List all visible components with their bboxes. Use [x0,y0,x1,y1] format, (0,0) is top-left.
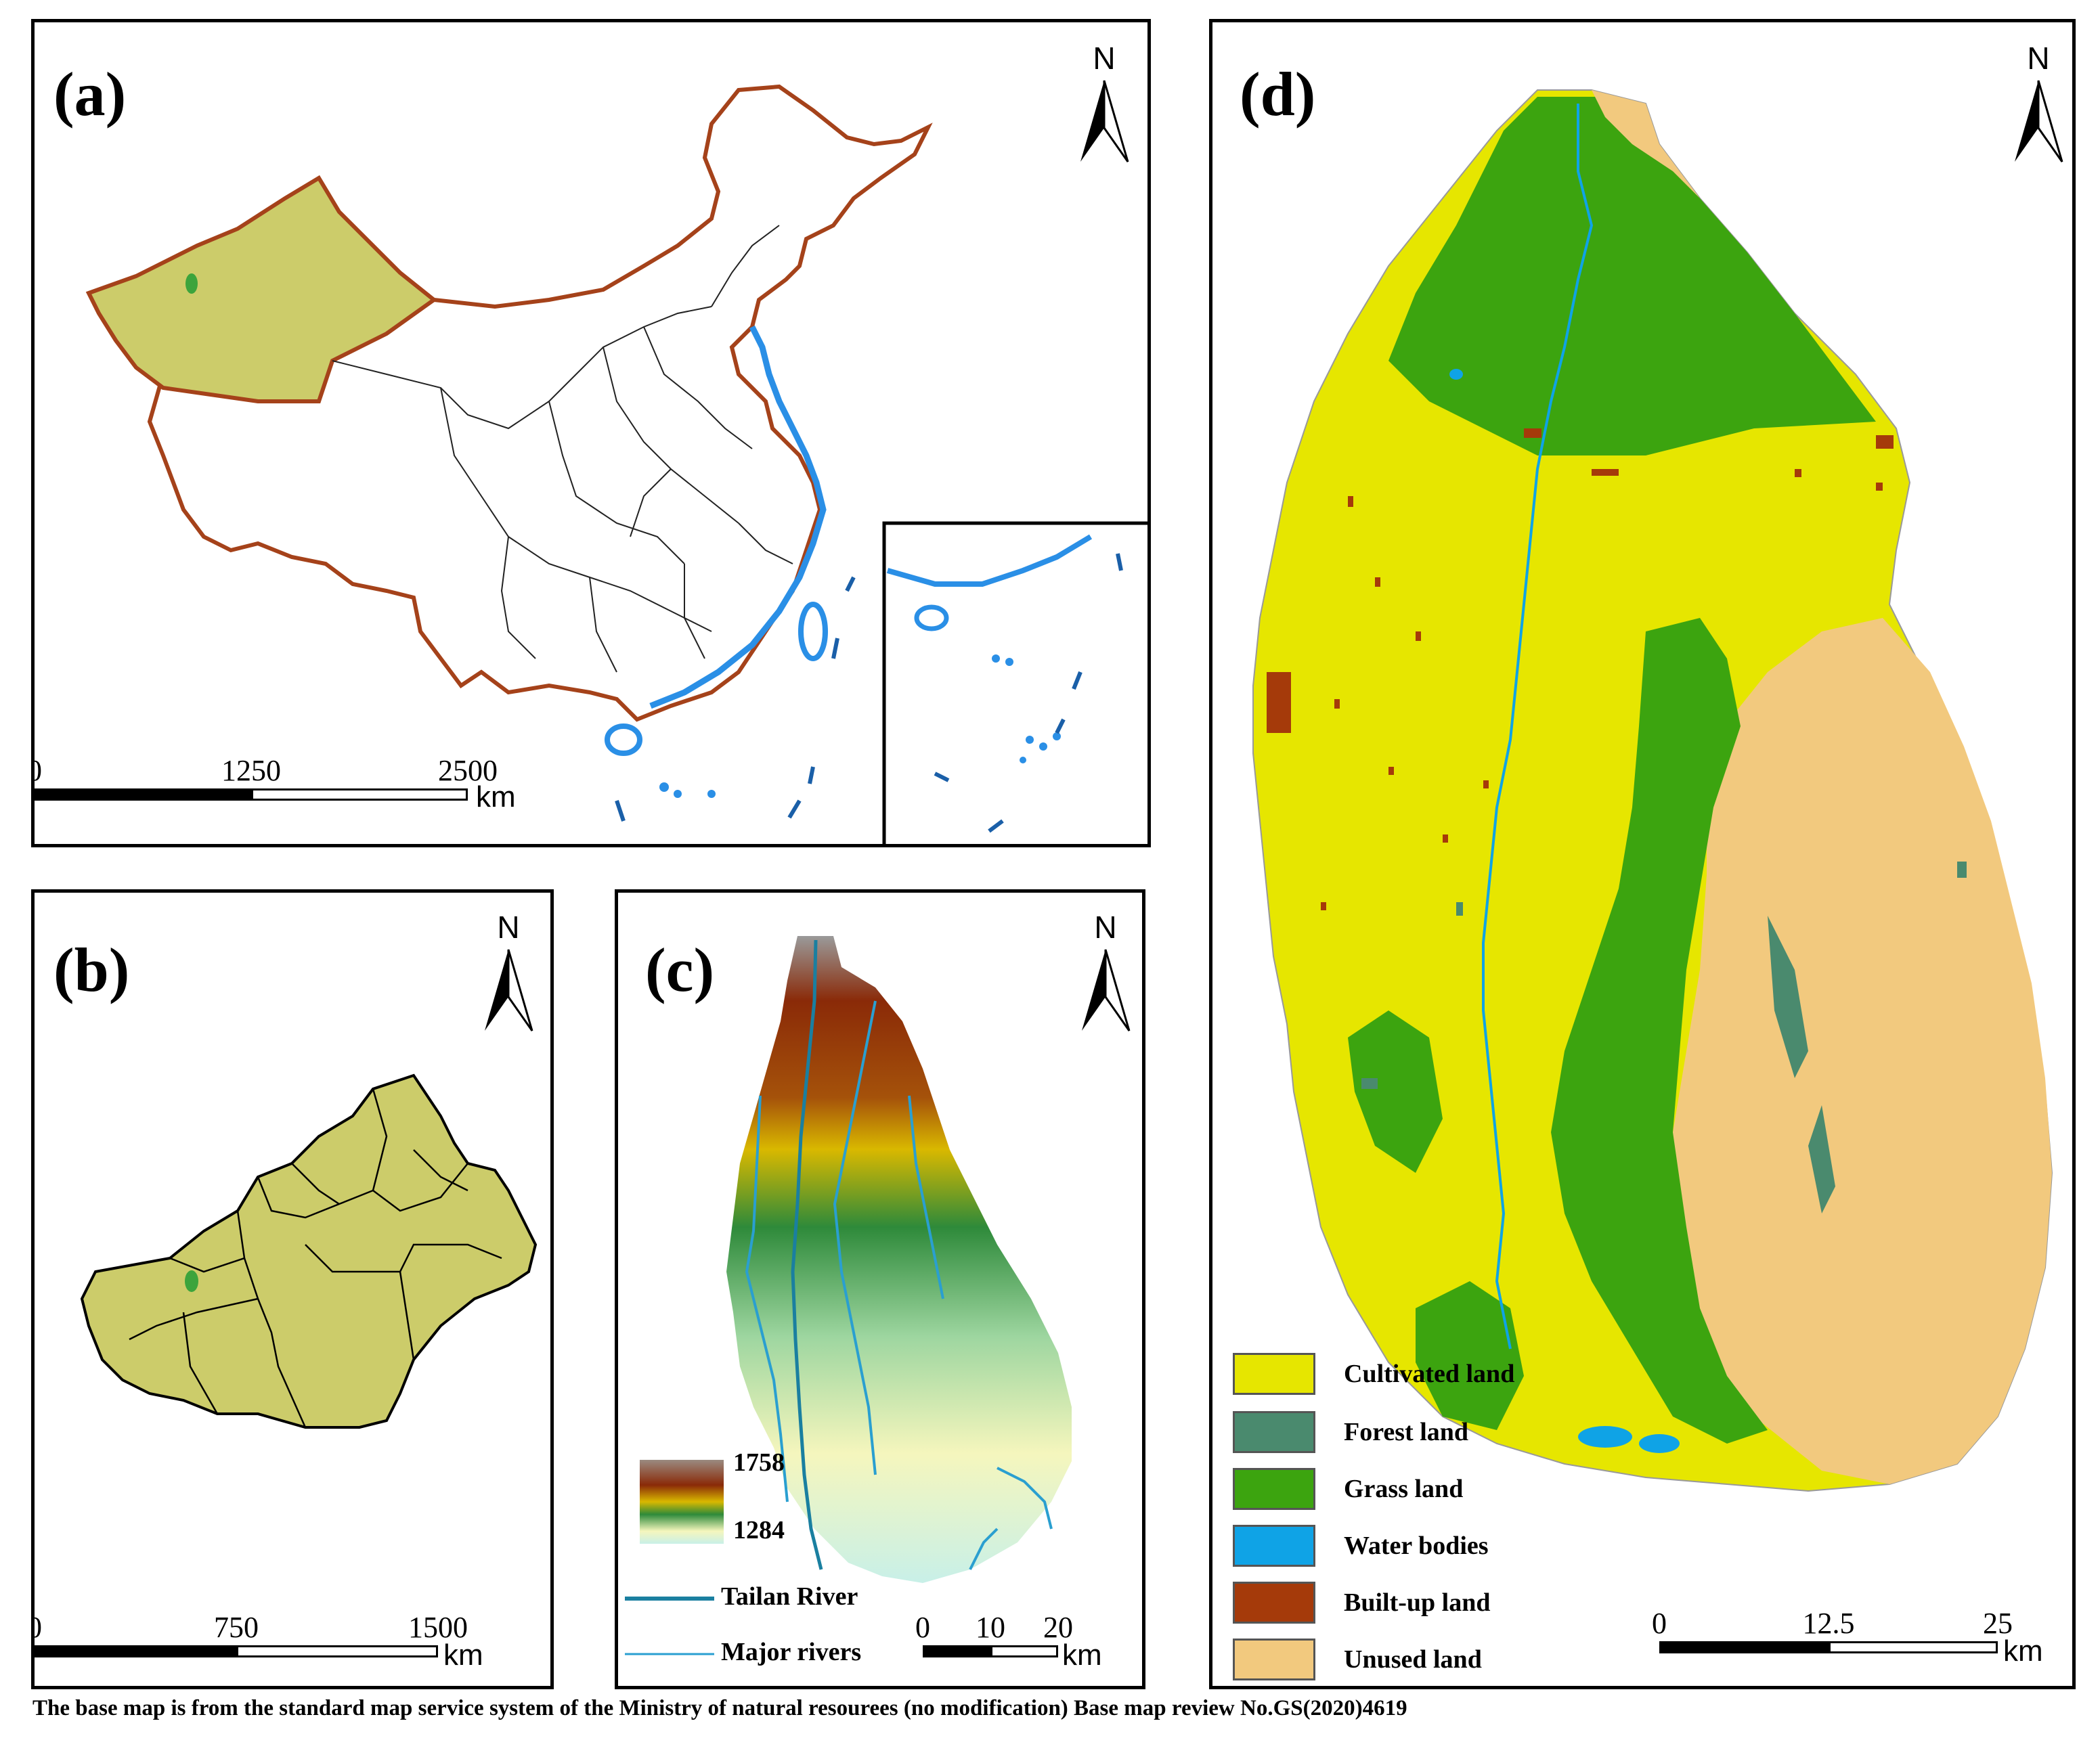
major-rivers [745,1000,1053,1570]
prefecture-boundaries [129,1088,502,1428]
grass-north [1388,97,1876,455]
scale-bar-a: 0 1250 2500 km [35,753,549,814]
scale-tick: 0 [35,753,42,788]
scale-tick: 0 [1652,1607,1667,1640]
land-use-svg [1233,89,2053,1492]
coastline [649,325,827,709]
tailan-river [791,939,823,1570]
legend-tailan-river: Tailan River [721,1582,858,1611]
legend-swatch [1233,1468,1315,1510]
north-arrow-icon [2015,80,2063,162]
dashed-boundary [615,576,856,822]
north-arrow-b: N [481,912,535,1041]
south-sea-islands [659,782,716,798]
panel-a-china-map: (a) N 0 1250 2500 km [31,19,1151,847]
xinjiang-outline [80,1073,538,1429]
legend-swatch [1233,1525,1315,1567]
grass-west [1348,1010,1443,1173]
legend-label: Forest land [1344,1418,1469,1446]
scale-unit: km [476,780,516,814]
scale-tick: 750 [214,1611,259,1644]
basin-shape [726,936,1072,1583]
legend-item: Cultivated land [1233,1353,1514,1395]
scale-tick: 1500 [408,1611,468,1644]
north-arrow-icon [1080,80,1129,162]
legend-swatch [1233,1353,1315,1395]
scale-tick: 1250 [221,754,281,787]
scale-tick: 2500 [438,754,498,787]
province-boundaries [332,225,793,673]
grass-southwest [1416,1281,1524,1430]
legend-label: Unused land [1344,1645,1482,1674]
panel-b-xinjiang-map: (b) N 0 750 1500 km [31,889,554,1689]
scale-tick: 0 [35,1610,42,1645]
scale-unit: km [443,1639,483,1672]
north-arrow-c: N [1078,912,1133,1041]
legend-item: Unused land [1233,1639,1482,1680]
legend-label: Water bodies [1344,1532,1489,1560]
elevation-legend-ramp [640,1460,724,1544]
legend-label: Built-up land [1344,1588,1491,1617]
scale-tick: 12.5 [1802,1607,1855,1640]
legend-item: Grass land [1233,1468,1463,1510]
china-outline [147,84,933,722]
panel-c-elevation-map: (c) N 1758 1284 Tailan River Major river… [615,889,1145,1689]
hainan-island [605,723,642,756]
legend-swatch [1233,1639,1315,1680]
panel-d-land-use-map: (d) N Cultivated land Forest land Grass … [1209,19,2076,1689]
legend-major-rivers: Major rivers [721,1638,862,1666]
north-arrow-a: N [1077,43,1131,172]
scale-unit: km [2003,1634,2043,1668]
elevation-svg [625,936,1072,1655]
study-area-marker [185,273,198,294]
scale-tick: 25 [1983,1607,2013,1640]
south-china-sea-inset [882,521,1147,844]
north-arrow-d: N [2011,43,2065,172]
built-up-land [1267,428,1894,910]
scale-unit: km [1062,1639,1102,1672]
legend-label: Cultivated land [1344,1360,1515,1388]
elevation-min-label: 1284 [733,1516,785,1544]
grass-middle [1551,618,1768,1444]
north-arrow-icon [1082,949,1131,1031]
panel-label-c: (c) [645,935,715,1004]
scale-tick: 20 [1043,1611,1073,1644]
north-label: N [1094,910,1117,945]
panel-label-a: (a) [53,60,127,129]
north-label: N [2027,41,2050,76]
xinjiang-region [85,175,437,403]
taiwan-island [798,602,828,661]
tailan-river-channel [1482,104,1594,1350]
water-bodies [1449,369,1680,1453]
scale-bar-d: 0 12.5 25 km [1652,1606,2043,1668]
legend-swatch [1233,1582,1315,1624]
legend-item: Forest land [1233,1411,1468,1453]
panel-label-b: (b) [53,935,130,1004]
study-area-marker-b [185,1270,198,1292]
unused-land-north [1592,90,1700,198]
north-arrow-icon [485,949,533,1031]
scale-bar-c: 0 10 20 km [915,1610,1126,1672]
elevation-max-label: 1758 [733,1448,785,1477]
unused-land-southeast [1673,618,2052,1484]
scale-bar-b: 0 750 1500 km [35,1610,522,1672]
north-label: N [497,910,520,945]
xinjiang-svg [80,1073,538,1429]
forest-land [1361,862,1967,1213]
north-label: N [1093,41,1116,76]
legend-item: Built-up land [1233,1582,1491,1624]
legend-item: Water bodies [1233,1525,1489,1567]
legend-label: Grass land [1344,1475,1464,1503]
scale-tick: 0 [915,1611,930,1644]
scale-tick: 10 [976,1611,1005,1644]
footnote: The base map is from the standard map se… [32,1696,1407,1720]
panel-label-d: (d) [1240,60,1316,129]
china-map-svg [85,84,1147,844]
legend-swatch [1233,1411,1315,1453]
